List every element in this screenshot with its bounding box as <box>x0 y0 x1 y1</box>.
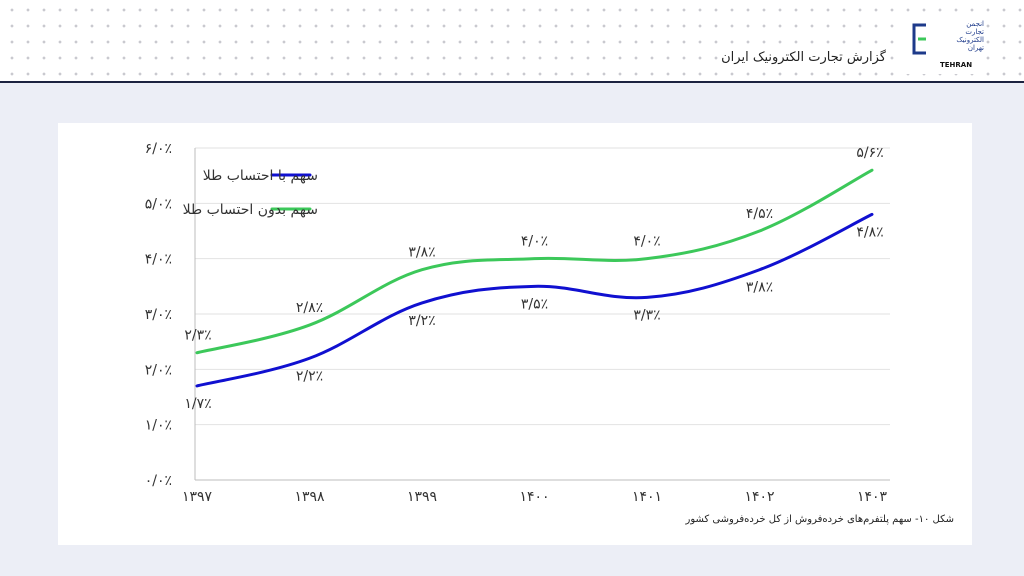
y-tick-label: ۶/۰٪ <box>145 141 172 157</box>
data-label: ۱/۷٪ <box>184 396 211 412</box>
x-tick-label: ۱۴۰۳ <box>857 489 888 505</box>
header-divider <box>0 81 1024 83</box>
data-label: ۴/۰٪ <box>633 234 660 250</box>
logo-e-icon <box>912 23 926 55</box>
association-logo: انجمن تجارت الکترونیک تهران TEHRAN <box>906 18 986 74</box>
data-label: ۳/۸٪ <box>408 245 435 261</box>
x-tick-label: ۱۳۹۹ <box>407 489 437 505</box>
series-line-with-gold <box>195 212 874 388</box>
logo-text-line: تجارت <box>965 28 984 36</box>
logo-sub-text: TEHRAN <box>940 61 973 69</box>
y-tick-label: ۲/۰٪ <box>145 362 172 378</box>
x-tick-label: ۱۴۰۱ <box>632 489 662 505</box>
data-label: ۵/۶٪ <box>856 145 883 161</box>
legend-label: سهم بدون احتساب طلا <box>183 202 318 218</box>
data-label: ۳/۳٪ <box>633 307 660 323</box>
data-label: ۳/۸٪ <box>746 280 773 296</box>
data-label: ۴/۸٪ <box>856 224 883 240</box>
x-tick-label: ۱۴۰۲ <box>744 489 774 505</box>
data-label: ۲/۲٪ <box>296 368 323 384</box>
report-title: گزارش تجارت الکترونیک ایران <box>719 50 888 65</box>
y-tick-label: ۴/۰٪ <box>145 252 172 268</box>
legend-label: سهم با احتساب طلا <box>203 168 318 184</box>
logo-text-line: تهران <box>967 44 984 52</box>
data-label: ۲/۸٪ <box>296 300 323 316</box>
logo-text-line: انجمن <box>966 20 984 28</box>
y-tick-label: ۱/۰٪ <box>145 418 172 434</box>
data-label: ۲/۳٪ <box>184 328 211 344</box>
x-tick-label: ۱۴۰۰ <box>519 489 549 505</box>
y-tick-label: ۰/۰٪ <box>145 473 172 489</box>
chart-card <box>58 123 972 545</box>
data-label: ۳/۵٪ <box>521 296 548 312</box>
report-header: گزارش تجارت الکترونیک ایران انجمن تجارت … <box>0 0 1024 83</box>
y-tick-label: ۵/۰٪ <box>145 196 172 212</box>
x-tick-label: ۱۳۹۷ <box>182 489 213 505</box>
y-tick-label: ۳/۰٪ <box>145 307 172 323</box>
data-label: ۳/۲٪ <box>408 313 435 329</box>
data-label: ۴/۵٪ <box>746 206 773 222</box>
logo-text-line: الکترونیک <box>956 36 984 44</box>
x-tick-label: ۱۳۹۸ <box>294 489 325 505</box>
data-label: ۴/۰٪ <box>521 234 548 250</box>
logo-text: انجمن تجارت الکترونیک تهران <box>938 20 984 52</box>
series-line-without-gold <box>195 168 874 355</box>
figure-caption: شکل ۱۰- سهم پلتفرم‌های خرده‌فروش از کل خ… <box>685 514 954 525</box>
